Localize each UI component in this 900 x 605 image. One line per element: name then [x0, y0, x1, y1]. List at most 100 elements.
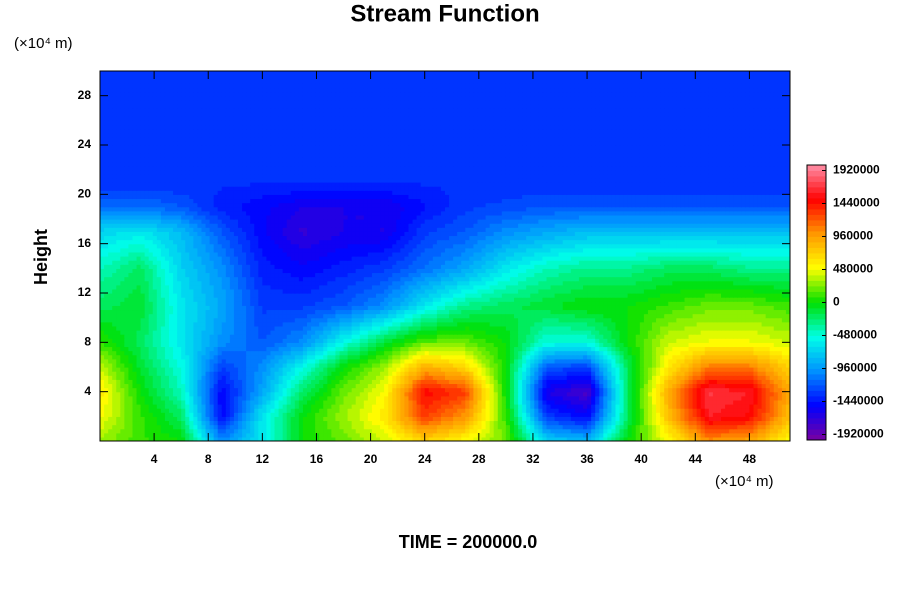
contour-pixel	[193, 383, 199, 389]
contour-pixel	[457, 354, 462, 360]
contour-pixel	[152, 436, 158, 441]
contour-pixel	[656, 367, 661, 372]
contour-pixel	[144, 428, 150, 434]
contour-pixel	[282, 342, 288, 348]
contour-pixel	[631, 350, 637, 356]
contour-pixel	[745, 379, 751, 385]
contour-pixel	[376, 379, 381, 385]
contour-pixel	[302, 404, 308, 409]
contour-pixel	[104, 338, 109, 343]
x-unit: (×10⁴ m)	[715, 473, 774, 490]
contour-pixel	[347, 412, 353, 417]
contour-pixel	[384, 408, 389, 413]
contour-pixel	[315, 309, 320, 315]
contour-pixel	[741, 412, 746, 417]
contour-pixel	[765, 404, 771, 409]
contour-pixel	[599, 404, 604, 409]
contour-pixel	[428, 383, 434, 389]
contour-pixel	[278, 367, 284, 372]
contour-pixel	[169, 321, 174, 327]
contour-pixel	[692, 342, 698, 348]
contour-pixel	[538, 412, 544, 417]
contour-pixel	[217, 313, 223, 319]
contour-pixel	[136, 338, 142, 343]
contour-pixel	[432, 317, 438, 323]
contour-pixel	[323, 342, 328, 348]
contour-pixel	[169, 424, 174, 430]
contour-pixel	[737, 371, 742, 376]
contour-pixel	[461, 330, 466, 335]
contour-pixel	[497, 350, 503, 356]
contour-pixel	[546, 367, 552, 372]
contour-pixel	[745, 367, 751, 372]
contour-pixel	[367, 325, 373, 331]
contour-pixel	[432, 309, 438, 315]
contour-pixel	[351, 350, 357, 356]
contour-pixel	[380, 367, 385, 372]
contour-pixel	[436, 436, 442, 441]
contour-cell	[424, 416, 466, 441]
contour-pixel	[246, 379, 251, 385]
contour-pixel	[599, 358, 604, 364]
contour-pixel	[745, 432, 751, 438]
contour-pixel	[428, 367, 434, 372]
contour-pixel	[201, 367, 207, 372]
contour-pixel	[546, 391, 552, 397]
contour-pixel	[489, 424, 495, 430]
contour-pixel	[323, 416, 328, 422]
contour-pixel	[351, 325, 357, 331]
contour-pixel	[258, 325, 263, 331]
contour-pixel	[173, 334, 178, 339]
contour-pixel	[156, 321, 162, 327]
contour-pixel	[522, 387, 527, 393]
contour-pixel	[290, 420, 296, 426]
contour-pixel	[148, 350, 154, 356]
contour-pixel	[404, 338, 410, 343]
contour-pixel	[233, 375, 239, 380]
contour-pixel	[396, 404, 401, 409]
contour-pixel	[514, 362, 519, 368]
contour-cell	[708, 342, 751, 368]
contour-pixel	[367, 330, 373, 335]
contour-pixel	[436, 321, 442, 327]
contour-pixel	[591, 362, 596, 368]
contour-pixel	[684, 424, 690, 430]
contour-pixel	[266, 428, 272, 434]
contour-pixel	[615, 358, 621, 364]
contour-pixel	[619, 375, 625, 380]
contour-pixel	[112, 325, 117, 331]
contour-pixel	[339, 358, 345, 364]
contour-pixel	[428, 416, 434, 422]
contour-pixel	[688, 371, 694, 376]
contour-pixel	[140, 313, 146, 319]
contour-pixel	[660, 395, 665, 401]
contour-pixel	[688, 367, 694, 372]
contour-pixel	[591, 350, 596, 356]
contour-pixel	[100, 375, 105, 380]
contour-pixel	[343, 371, 349, 376]
contour-pixel	[238, 371, 243, 376]
contour-pixel	[213, 313, 219, 319]
contour-pixel	[619, 367, 625, 372]
contour-pixel	[136, 367, 142, 372]
contour-pixel	[416, 350, 422, 356]
contour-pixel	[270, 346, 276, 352]
contour-pixel	[376, 399, 381, 405]
contour-pixel	[485, 416, 491, 422]
contour-pixel	[465, 391, 470, 397]
contour-pixel	[392, 428, 397, 434]
contour-pixel	[704, 391, 710, 397]
contour-pixel	[781, 371, 787, 376]
contour-pixel	[258, 416, 263, 422]
contour-pixel	[339, 379, 345, 385]
contour-pixel	[331, 432, 337, 438]
contour-pixel	[355, 387, 361, 393]
contour-pixel	[509, 354, 515, 360]
contour-pixel	[477, 432, 483, 438]
contour-pixel	[554, 432, 560, 438]
contour-pixel	[741, 387, 746, 393]
contour-pixel	[489, 362, 495, 368]
contour-pixel	[242, 350, 247, 356]
contour-pixel	[619, 354, 625, 360]
contour-pixel	[396, 317, 401, 323]
